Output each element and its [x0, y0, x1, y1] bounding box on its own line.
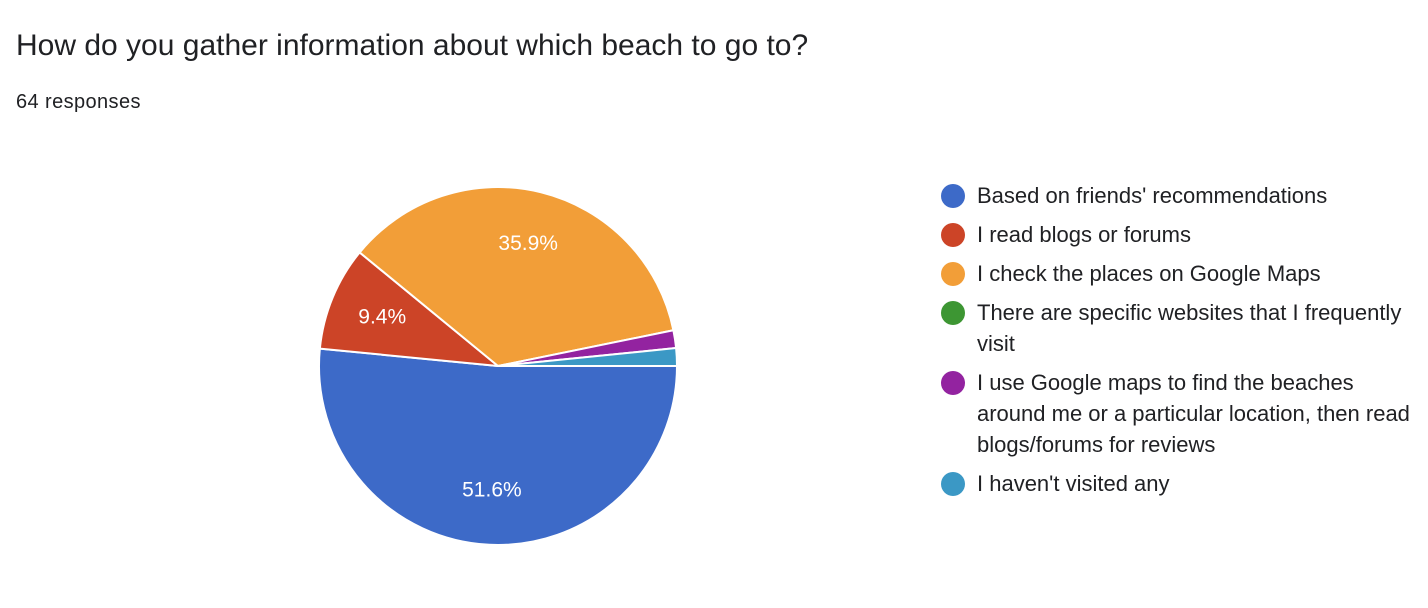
- pie-slice-based-on-friends-recommendations[interactable]: [318, 347, 678, 546]
- pie-slice-value-label: 51.6%: [462, 479, 522, 502]
- response-count: 64 responses: [16, 91, 141, 113]
- legend-label: I use Google maps to find the beaches ar…: [977, 370, 1410, 457]
- legend-label: I haven't visited any: [977, 471, 1170, 496]
- legend-swatch-icon: [941, 371, 965, 395]
- chart-title: How do you gather information about whic…: [16, 29, 809, 62]
- legend-label: There are specific websites that I frequ…: [977, 300, 1402, 356]
- pie-slice-i-check-the-places-on-google-maps[interactable]: [358, 186, 675, 367]
- legend-item[interactable]: I haven't visited any: [940, 468, 1410, 499]
- pie-slice-i-haven-t-visited-any[interactable]: [497, 347, 678, 367]
- legend-item[interactable]: I read blogs or forums: [940, 219, 1410, 250]
- legend-label: I read blogs or forums: [977, 222, 1191, 247]
- legend-label: I check the places on Google Maps: [977, 261, 1321, 286]
- legend-swatch-icon: [941, 301, 965, 325]
- pie-slice-value-label: 9.4%: [358, 306, 406, 329]
- legend-item[interactable]: I check the places on Google Maps: [940, 258, 1410, 289]
- legend-swatch-icon: [941, 472, 965, 496]
- legend-swatch-icon: [941, 223, 965, 247]
- legend-item[interactable]: There are specific websites that I frequ…: [940, 297, 1410, 359]
- legend-swatch-icon: [941, 184, 965, 208]
- pie-slice-value-label: 35.9%: [498, 232, 558, 255]
- legend-swatch-icon: [941, 262, 965, 286]
- chart-legend: Based on friends' recommendations I read …: [940, 180, 1410, 507]
- legend-item[interactable]: Based on friends' recommendations: [940, 180, 1410, 211]
- legend-item[interactable]: I use Google maps to find the beaches ar…: [940, 367, 1410, 460]
- pie-slice-i-read-blogs-or-forums[interactable]: [318, 251, 499, 367]
- legend-label: Based on friends' recommendations: [977, 183, 1328, 208]
